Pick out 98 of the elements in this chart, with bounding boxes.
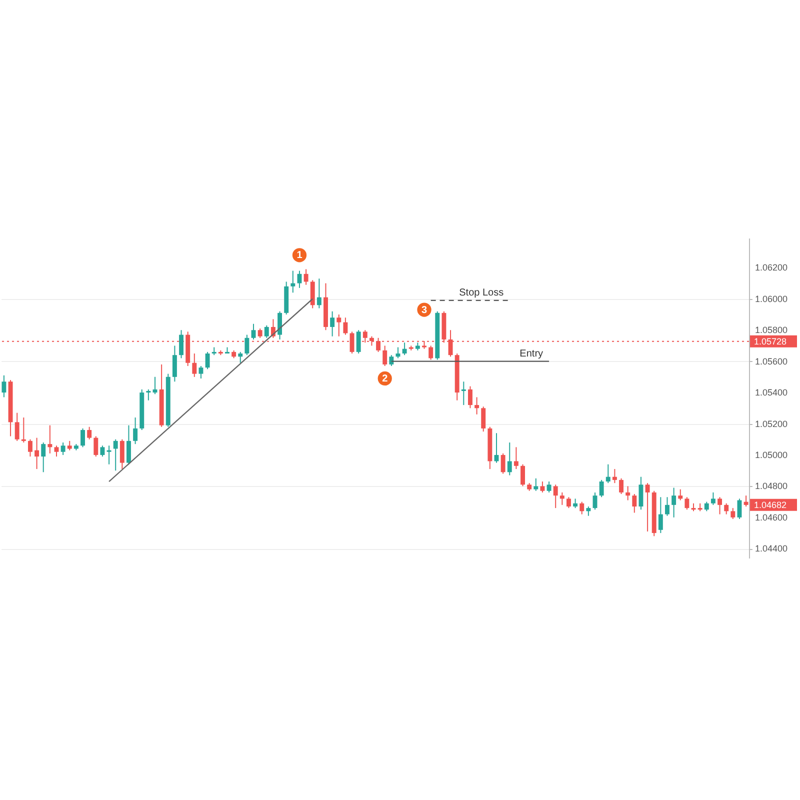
candlestick <box>60 442 66 456</box>
candlestick <box>546 481 552 493</box>
candlestick <box>626 486 630 501</box>
candlestick <box>198 366 204 379</box>
candlestick <box>251 323 256 340</box>
candlestick <box>481 406 486 432</box>
candlestick <box>258 328 262 338</box>
y-tick-label: 1.05000 <box>755 450 788 460</box>
candlestick <box>179 330 184 359</box>
y-tick-label: 1.05400 <box>755 388 788 398</box>
y-tick-label: 1.04400 <box>755 544 788 554</box>
candlestick <box>172 345 177 382</box>
candlestick <box>336 314 342 337</box>
candlestick <box>553 484 558 509</box>
candlestick <box>278 310 282 340</box>
candlestick <box>80 428 85 448</box>
candlestick <box>560 492 564 506</box>
candlestick <box>540 481 545 493</box>
candlestick <box>382 345 388 366</box>
candlestick <box>534 478 538 492</box>
candlestick <box>41 442 46 473</box>
candlestick <box>468 386 472 409</box>
candlestick <box>592 492 598 510</box>
candlestick <box>606 464 610 484</box>
candlestick <box>704 501 709 512</box>
candlestick <box>718 496 722 515</box>
candlestick <box>402 342 407 356</box>
candlestick <box>67 440 72 451</box>
candlestick <box>665 496 670 516</box>
text: 1.04682 <box>754 500 787 510</box>
candlestick <box>290 270 296 294</box>
y-tick-label: 1.05600 <box>755 356 788 366</box>
candlestick <box>507 442 512 476</box>
y-tick-label: 1.04800 <box>755 481 788 492</box>
ref-line-label: 1.05728 <box>754 336 787 346</box>
candlestick <box>316 278 322 309</box>
candlestick <box>120 438 124 470</box>
candlestick <box>514 446 518 470</box>
candlestick <box>428 345 434 360</box>
candlestick <box>356 330 361 354</box>
candlestick <box>126 424 131 465</box>
candlestick <box>343 317 348 336</box>
candlestick <box>304 268 308 286</box>
candlestick <box>264 324 269 338</box>
series-label: 3 <box>421 304 428 316</box>
candlestick <box>586 506 591 516</box>
y-tick-label: 1.04600 <box>755 512 788 522</box>
candlestick <box>612 468 617 484</box>
candlestick <box>205 351 210 370</box>
candlestick <box>599 479 604 498</box>
y-tick-label: 1.05800 <box>755 325 788 336</box>
candlestick <box>2 374 6 398</box>
candlestick <box>310 280 315 309</box>
candlestick <box>146 388 151 401</box>
candlestick <box>500 452 506 474</box>
y-tick-label: 1.06000 <box>755 294 788 304</box>
candlestick <box>21 417 26 443</box>
candlestick <box>658 496 663 534</box>
candlestick <box>238 351 243 364</box>
y-tick-label: 1.05200 <box>755 418 788 429</box>
candlestick <box>100 445 105 458</box>
candlestick <box>724 502 729 515</box>
candlestick <box>672 487 676 518</box>
candlestick <box>678 488 683 501</box>
candlestick <box>737 498 742 520</box>
candlestick <box>106 445 112 465</box>
candlestick <box>474 396 480 415</box>
series-label: 2 <box>382 373 388 384</box>
candlestick <box>645 482 650 532</box>
series-label: 1 <box>296 250 303 262</box>
candlestick <box>520 464 525 487</box>
candlestick <box>133 417 138 445</box>
candlestick <box>330 310 335 337</box>
candlestick <box>580 501 584 515</box>
candlestick <box>632 494 637 514</box>
candlestick <box>297 270 302 288</box>
candlestick <box>54 445 59 458</box>
candlestick <box>710 492 716 506</box>
candlestick <box>638 476 644 510</box>
candlestick <box>573 498 578 509</box>
candlestick <box>192 353 197 378</box>
candlestick <box>94 436 98 458</box>
candlestick <box>389 354 394 366</box>
y-tick-label: 1.06200 <box>755 262 788 273</box>
series-label: Stop Loss <box>459 287 504 298</box>
candlestick <box>730 508 736 520</box>
candlestick <box>461 381 466 406</box>
candlestick <box>244 334 250 356</box>
candlestick <box>87 426 92 440</box>
candlestick <box>28 438 32 458</box>
candlestick <box>48 424 52 454</box>
series-label: Entry <box>520 348 544 360</box>
candlestick <box>14 412 20 442</box>
candlestick <box>566 496 571 509</box>
candlestick <box>619 478 624 494</box>
candlestick <box>684 496 690 510</box>
candlestick <box>113 438 118 472</box>
candlestick <box>34 437 40 470</box>
